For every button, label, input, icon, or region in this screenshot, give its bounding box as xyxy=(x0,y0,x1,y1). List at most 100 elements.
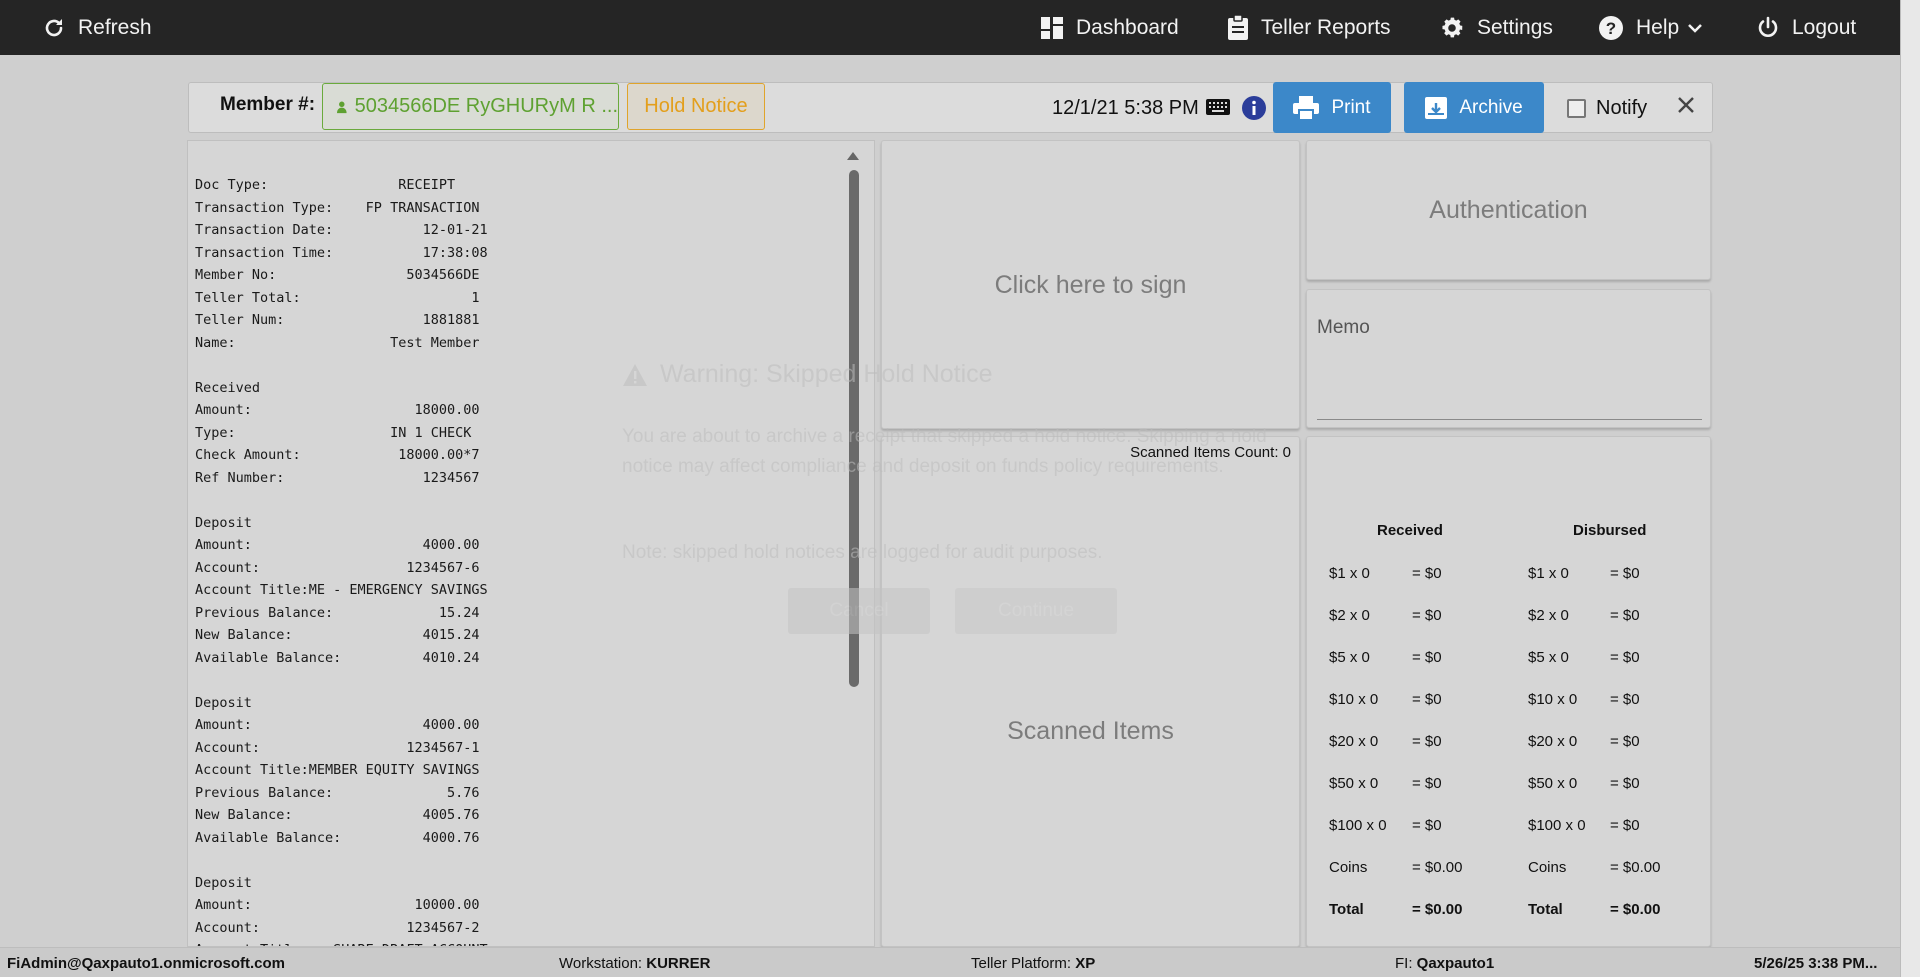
disbursed-denomination: $50 x 0 xyxy=(1528,775,1578,792)
disbursed-denomination: $10 x 0 xyxy=(1528,691,1578,708)
received-denomination: $1 x 0 xyxy=(1329,565,1370,582)
warning-cancel-button[interactable]: Cancel xyxy=(788,588,930,634)
clipboard-icon xyxy=(1228,14,1248,40)
dashboard-icon xyxy=(1041,16,1063,39)
disbursed-amount: = $0 xyxy=(1610,649,1640,666)
platform-label: Teller Platform: xyxy=(971,955,1072,972)
footer-workstation: Workstation: KURRER xyxy=(559,955,710,972)
warning-title-text: Warning: Skipped Hold Notice xyxy=(660,360,993,388)
received-denomination: $100 x 0 xyxy=(1329,817,1387,834)
received-amount: = $0.00 xyxy=(1412,859,1463,876)
memo-field[interactable]: Memo xyxy=(1317,317,1370,338)
disbursed-denomination: $100 x 0 xyxy=(1528,817,1586,834)
memo-underline xyxy=(1317,419,1702,420)
print-button[interactable]: Print xyxy=(1273,82,1391,133)
logout-label: Logout xyxy=(1792,15,1857,39)
scanned-items-title: Scanned Items xyxy=(1007,717,1174,745)
disbursed-denomination: $2 x 0 xyxy=(1528,607,1569,624)
settings-label: Settings xyxy=(1477,15,1553,39)
user-icon xyxy=(337,101,347,113)
authentication-panel[interactable]: Authentication xyxy=(1306,140,1711,280)
footer-fi: FI: Qaxpauto1 xyxy=(1395,955,1494,972)
transaction-datetime: 12/1/21 5:38 PM xyxy=(1052,97,1199,119)
received-denomination: $10 x 0 xyxy=(1329,691,1379,708)
received-denomination: $20 x 0 xyxy=(1329,733,1379,750)
received-amount: = $0 xyxy=(1412,649,1442,666)
sign-prompt[interactable]: Click here to sign xyxy=(994,271,1187,299)
disbursed-denomination: $5 x 0 xyxy=(1528,649,1569,666)
archive-label: Archive xyxy=(1459,96,1523,118)
platform-value: XP xyxy=(1075,955,1096,972)
disbursed-denomination: Coins xyxy=(1528,859,1567,876)
authentication-label[interactable]: Authentication xyxy=(1429,196,1588,224)
teller-reports-label: Teller Reports xyxy=(1261,15,1391,39)
help-icon: ? xyxy=(1599,15,1623,40)
warning-continue-button[interactable]: Continue xyxy=(955,588,1117,634)
disbursed-amount: = $0 xyxy=(1610,565,1640,582)
teller-reports-nav[interactable]: Teller Reports xyxy=(1227,0,1391,55)
archive-button[interactable]: Archive xyxy=(1404,82,1544,133)
receipt-scrollbar-thumb[interactable] xyxy=(849,170,859,687)
settings-nav[interactable]: Settings xyxy=(1439,0,1553,55)
receipt-panel[interactable]: Doc Type: RECEIPT Transaction Type: FP T… xyxy=(187,140,875,947)
received-amount: = $0 xyxy=(1412,607,1442,624)
checkbox[interactable] xyxy=(1567,99,1586,118)
fi-label: FI: xyxy=(1395,955,1413,972)
power-icon xyxy=(1758,16,1778,37)
disbursed-denomination: Total xyxy=(1528,901,1563,918)
info-icon[interactable] xyxy=(1242,96,1266,120)
svg-text:?: ? xyxy=(1606,19,1616,38)
warning-body: You are about to archive a receipt that … xyxy=(622,426,1267,477)
signature-panel[interactable]: Click here to sign xyxy=(881,140,1300,429)
logout-nav[interactable]: Logout xyxy=(1756,0,1856,55)
notify-label: Notify xyxy=(1596,97,1648,119)
member-button[interactable]: 5034566DE RyGHURyM R ... xyxy=(322,83,619,130)
received-amount: = $0.00 xyxy=(1412,901,1463,918)
footer-datetime: 5/26/25 3:38 PM... xyxy=(1754,955,1878,972)
printer-icon xyxy=(1293,95,1320,120)
receipt-text: Doc Type: RECEIPT Transaction Type: FP T… xyxy=(195,177,488,946)
disbursed-amount: = $0.00 xyxy=(1610,901,1661,918)
scroll-up-arrow[interactable] xyxy=(847,152,859,160)
disbursed-denomination: $20 x 0 xyxy=(1528,733,1578,750)
disbursed-amount: = $0 xyxy=(1610,691,1640,708)
received-amount: = $0 xyxy=(1412,733,1442,750)
gear-icon xyxy=(1442,17,1463,37)
scanned-items-count: Scanned Items Count: 0 xyxy=(1130,444,1291,461)
help-label: Help xyxy=(1636,15,1680,39)
chevron-down-icon xyxy=(1688,23,1703,33)
warning-note: Note: skipped hold notices are logged fo… xyxy=(622,542,1103,563)
member-bar: Member #: 5034566DE RyGHURyM R ... Hold … xyxy=(188,82,1713,133)
member-label: Member #: xyxy=(220,94,316,115)
scanned-items-panel[interactable]: Scanned Items Count: 0 Scanned Items xyxy=(881,436,1300,947)
received-denomination: Total xyxy=(1329,901,1364,918)
footer-platform: Teller Platform: XP xyxy=(971,955,1095,972)
refresh-icon xyxy=(45,18,63,36)
warning-icon xyxy=(623,363,647,386)
refresh-button[interactable]: Refresh xyxy=(42,0,152,55)
print-label: Print xyxy=(1331,96,1371,118)
hold-notice-button[interactable]: Hold Notice xyxy=(627,83,765,130)
disbursed-header: Disbursed xyxy=(1573,522,1647,539)
received-denomination: $5 x 0 xyxy=(1329,649,1370,666)
received-denomination: $50 x 0 xyxy=(1329,775,1379,792)
memo-panel[interactable]: Memo xyxy=(1306,289,1711,428)
received-amount: = $0 xyxy=(1412,775,1442,792)
workstation-value: KURRER xyxy=(646,955,711,972)
disbursed-denomination: $1 x 0 xyxy=(1528,565,1569,582)
received-denomination: $2 x 0 xyxy=(1329,607,1370,624)
help-nav[interactable]: ? Help xyxy=(1598,0,1715,55)
footer-user: FiAdmin@Qaxpauto1.onmicrosoft.com xyxy=(7,955,285,972)
keyboard-icon[interactable] xyxy=(1206,99,1230,115)
received-amount: = $0 xyxy=(1412,565,1442,582)
disbursed-amount: = $0 xyxy=(1610,775,1640,792)
disbursed-amount: = $0 xyxy=(1610,817,1640,834)
close-icon[interactable] xyxy=(1676,95,1696,115)
received-header: Received xyxy=(1377,522,1443,539)
refresh-label: Refresh xyxy=(78,15,152,39)
disbursed-amount: = $0.00 xyxy=(1610,859,1661,876)
notify-checkbox[interactable]: Notify xyxy=(1567,97,1647,120)
window-scrollbar[interactable] xyxy=(1900,0,1920,977)
dashboard-nav[interactable]: Dashboard xyxy=(1040,0,1179,55)
member-value: 5034566DE RyGHURyM R ... xyxy=(354,95,618,117)
